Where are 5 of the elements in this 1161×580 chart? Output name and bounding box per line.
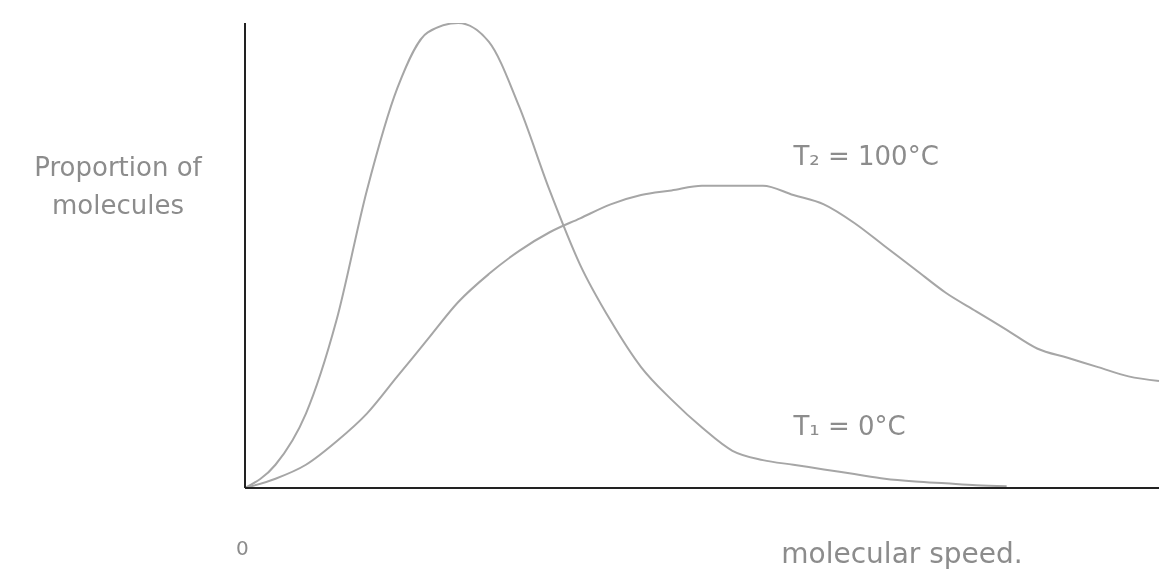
text: 0 [236, 536, 249, 560]
series-label: T₁ = 0°C [792, 410, 906, 441]
x-axis-title: molecular speed. [781, 537, 1023, 570]
series-label: T₂ = 100°C [792, 141, 939, 172]
y-axis-title: Proportion of molecules [33, 151, 204, 222]
